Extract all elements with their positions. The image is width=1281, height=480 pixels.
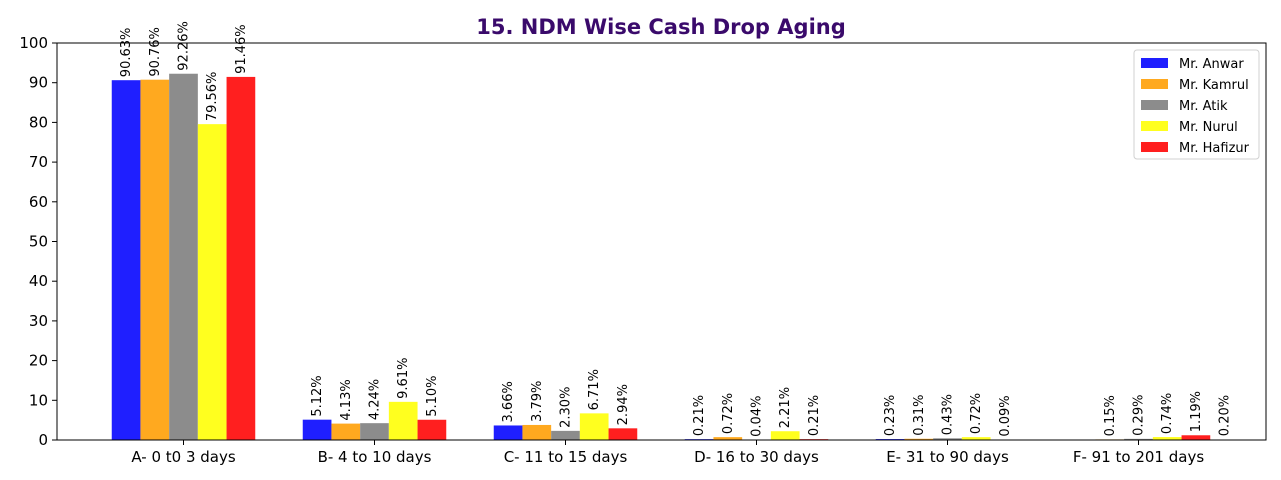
bars-group: 90.63% 5.12% 3.66% 0.21% 0.23% 90.76% 4.13% 3.7… xyxy=(111,21,1233,441)
bar-mr-kamrul-cat-2 xyxy=(522,424,552,440)
bar-mr-hafizur-cat-1 xyxy=(417,419,447,440)
data-label: 6.71% xyxy=(587,369,602,410)
legend-swatch xyxy=(1141,58,1168,68)
data-label: 9.61% xyxy=(396,358,411,399)
data-label: 5.10% xyxy=(425,375,440,416)
data-label: 4.13% xyxy=(339,379,354,420)
bar-mr-anwar-cat-0 xyxy=(111,80,141,440)
bar-mr-hafizur-cat-0 xyxy=(226,76,256,440)
chart-title: 15. NDM Wise Cash Drop Aging xyxy=(476,15,846,39)
y-tick-label: 80 xyxy=(29,113,48,131)
y-tick-label: 40 xyxy=(29,272,48,290)
bar-mr-anwar-cat-2 xyxy=(493,425,523,440)
data-label: 0.04% xyxy=(750,396,765,437)
bar-mr-atik-cat-0 xyxy=(169,73,198,441)
data-label: 90.76% xyxy=(148,27,163,77)
data-label: 0.21% xyxy=(807,395,822,436)
y-tick-label: 50 xyxy=(29,233,48,251)
data-label: 3.66% xyxy=(501,381,516,422)
bar-mr-atik-cat-1 xyxy=(360,423,389,440)
data-label: 4.24% xyxy=(368,379,383,420)
bar-mr-hafizur-cat-5 xyxy=(1181,435,1211,440)
x-tick-label: C- 11 to 15 days xyxy=(504,448,628,466)
data-label: 1.19% xyxy=(1189,391,1204,432)
y-axis: 0 10 20 30 40 50 60 70 80 90 100 xyxy=(19,34,57,449)
data-label: 91.46% xyxy=(234,24,249,74)
data-label: 92.26% xyxy=(177,21,192,71)
bar-mr-nurul-cat-0 xyxy=(197,124,227,441)
data-label: 0.72% xyxy=(969,393,984,434)
bar-mr-nurul-cat-1 xyxy=(388,401,418,440)
y-tick-label: 100 xyxy=(19,34,48,52)
legend-label: Mr. Kamrul xyxy=(1179,78,1249,93)
legend-swatch xyxy=(1141,121,1168,131)
bar-mr-atik-cat-5 xyxy=(1124,438,1153,440)
x-tick-label: F- 91 to 201 days xyxy=(1073,448,1204,466)
bar-mr-nurul-cat-3 xyxy=(770,431,800,440)
data-label: 5.12% xyxy=(310,375,325,416)
x-axis: A- 0 t0 3 days B- 4 to 10 days C- 11 to 15… xyxy=(131,440,1204,466)
y-tick-label: 60 xyxy=(29,193,48,211)
data-label: 2.94% xyxy=(616,384,631,425)
y-tick-label: 90 xyxy=(29,74,48,92)
bar-mr-anwar-cat-1 xyxy=(302,419,332,440)
legend-swatch xyxy=(1141,100,1168,110)
bar-mr-kamrul-cat-0 xyxy=(140,79,170,440)
data-label: 3.79% xyxy=(530,381,545,422)
bar-mr-nurul-cat-4 xyxy=(961,437,991,440)
legend-label: Mr. Anwar xyxy=(1179,57,1244,72)
legend-label: Mr. Nurul xyxy=(1179,120,1238,135)
bar-mr-kamrul-cat-4 xyxy=(904,438,934,440)
data-label: 79.56% xyxy=(205,72,220,122)
legend-label: Mr. Hafizur xyxy=(1179,141,1250,156)
bar-mr-nurul-cat-2 xyxy=(579,413,609,440)
plot-frame xyxy=(56,42,1267,441)
data-label: 0.43% xyxy=(941,394,956,435)
data-label: 2.21% xyxy=(778,387,793,428)
data-label: 0.15% xyxy=(1103,395,1118,436)
bar-mr-atik-cat-2 xyxy=(551,430,580,440)
legend-label: Mr. Atik xyxy=(1179,99,1228,114)
data-label: 0.21% xyxy=(692,395,707,436)
data-label: 0.31% xyxy=(912,394,927,435)
y-tick-label: 10 xyxy=(29,391,48,409)
y-tick-label: 70 xyxy=(29,153,48,171)
data-label: 0.74% xyxy=(1160,393,1175,434)
data-label: 2.30% xyxy=(559,387,574,428)
x-tick-label: D- 16 to 30 days xyxy=(694,448,819,466)
data-label: 90.63% xyxy=(119,28,134,78)
bar-mr-nurul-cat-5 xyxy=(1152,437,1182,440)
legend: Mr. Anwar Mr. Kamrul Mr. Atik Mr. Nurul Mr. … xyxy=(1133,49,1260,160)
bar-mr-atik-cat-4 xyxy=(933,438,962,440)
x-tick-label: A- 0 t0 3 days xyxy=(131,448,236,466)
legend-swatch xyxy=(1141,79,1168,89)
data-label: 0.20% xyxy=(1218,395,1233,436)
bar-mr-hafizur-cat-2 xyxy=(608,428,638,440)
data-label: 0.72% xyxy=(721,393,736,434)
x-tick-label: B- 4 to 10 days xyxy=(318,448,432,466)
legend-box xyxy=(1133,49,1260,160)
y-tick-label: 20 xyxy=(29,352,48,370)
legend-swatch xyxy=(1141,142,1168,152)
bar-mr-kamrul-cat-3 xyxy=(713,437,743,440)
y-tick-label: 0 xyxy=(38,431,48,449)
data-label: 0.29% xyxy=(1132,395,1147,436)
x-tick-label: E- 31 to 90 days xyxy=(886,448,1009,466)
bar-mr-kamrul-cat-1 xyxy=(331,423,361,440)
data-label: 0.09% xyxy=(998,395,1013,436)
data-label: 0.23% xyxy=(883,395,898,436)
y-tick-label: 30 xyxy=(29,312,48,330)
